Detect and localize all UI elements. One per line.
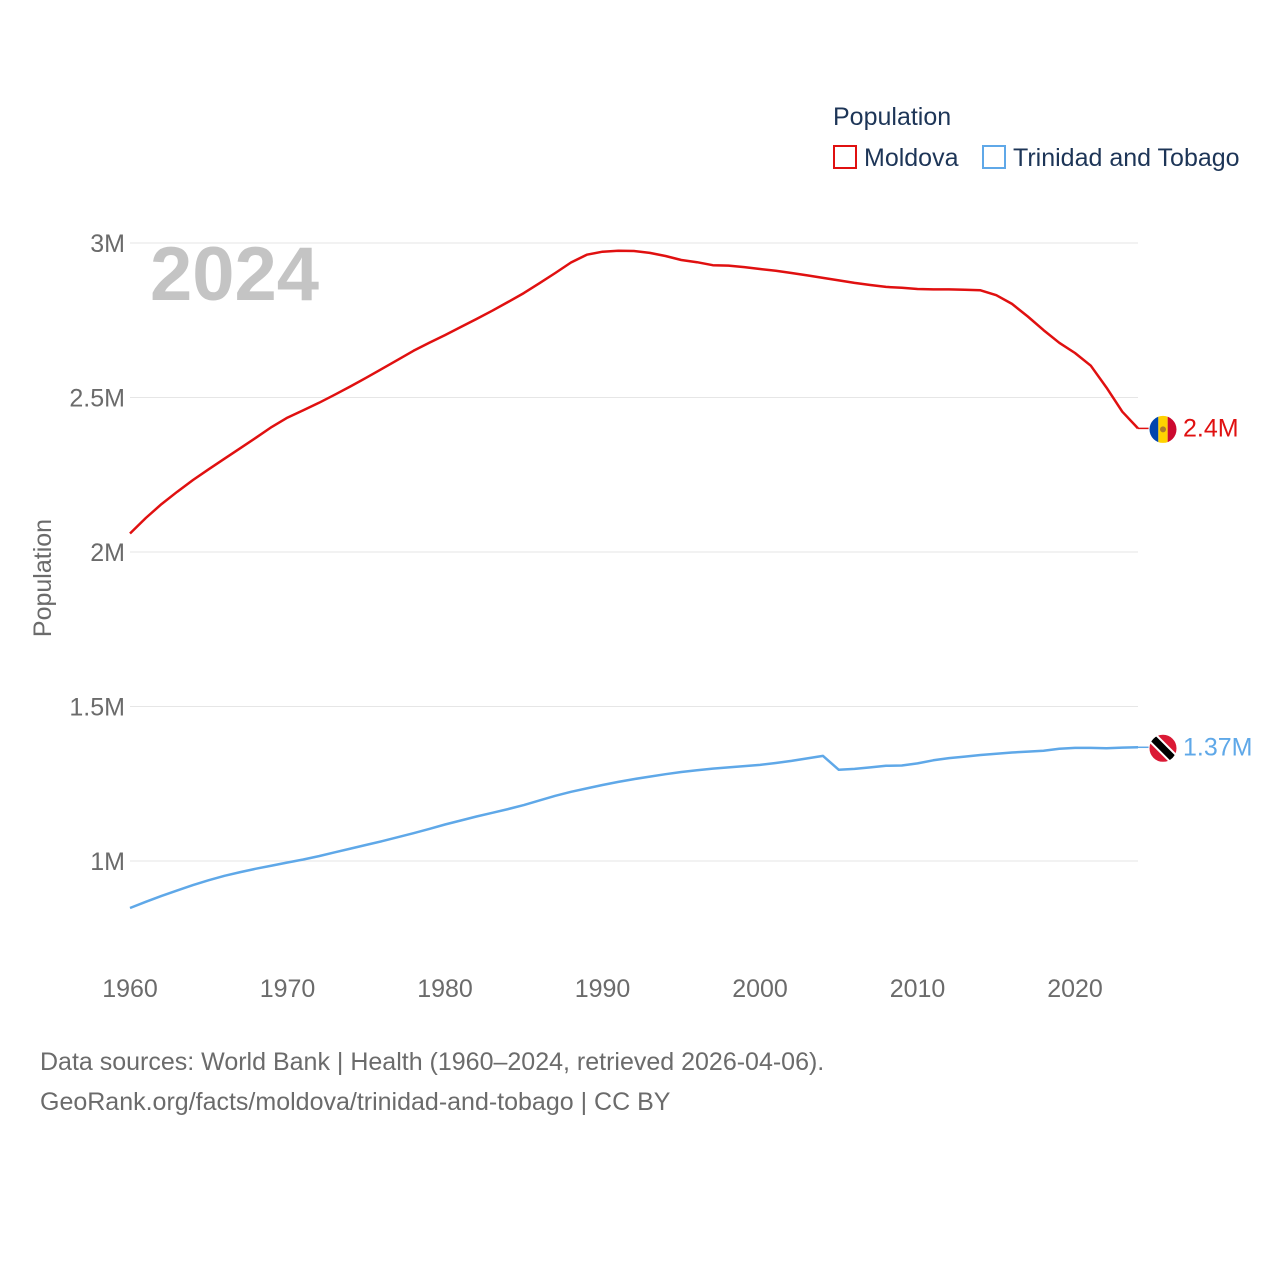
legend-item-moldova[interactable]: Moldova — [833, 144, 959, 172]
series-line-trinidad-and-tobago — [129, 746, 1139, 910]
y-axis-label: Population — [29, 519, 57, 637]
x-axis-ticks: 1960 1970 1980 1990 2000 2010 2020 — [102, 975, 1103, 1003]
flag-emblem — [1160, 426, 1166, 433]
legend-swatch-moldova — [833, 145, 857, 169]
flag-ring-moldova — [1148, 414, 1178, 444]
credit-line[interactable]: GeoRank.org/facts/moldova/trinidad-and-t… — [40, 1088, 671, 1116]
flag-ring-trinidad-and-tobago — [1148, 733, 1178, 763]
source-note: Data sources: World Bank | Health (1960–… — [40, 1042, 824, 1122]
series-line-moldova — [129, 249, 1139, 535]
legend-swatch-trinidad-and-tobago — [982, 145, 1006, 169]
x-tick-label-2000: 2000 — [732, 975, 788, 1003]
flag-stripe-black — [1149, 734, 1177, 763]
legend: Population Moldova Trinidad and Tobago — [833, 103, 1240, 172]
y-tick-label-2-5m: 2.5M — [69, 385, 125, 413]
y-tick-label-1-5m: 1.5M — [69, 694, 125, 722]
moldova-flag-icon — [1148, 414, 1178, 444]
legend-title: Population — [833, 103, 951, 131]
flag-body-moldova — [1149, 415, 1177, 444]
y-tick-label-1m: 1M — [90, 848, 125, 876]
x-tick-label-2020: 2020 — [1047, 975, 1103, 1003]
x-tick-label-1960: 1960 — [102, 975, 158, 1003]
y-tick-label-2m: 2M — [90, 539, 125, 567]
year-watermark: 2024 — [150, 232, 319, 317]
legend-item-trinidad-and-tobago[interactable]: Trinidad and Tobago — [982, 144, 1240, 172]
x-tick-label-1990: 1990 — [575, 975, 631, 1003]
legend-label-trinidad-and-tobago: Trinidad and Tobago — [1013, 144, 1240, 172]
flag-body-trinidad-and-tobago — [1149, 734, 1177, 763]
x-tick-label-1970: 1970 — [260, 975, 316, 1003]
x-tick-label-1980: 1980 — [417, 975, 473, 1003]
series-lines — [129, 249, 1139, 910]
end-label-moldova: 2.4M — [1183, 414, 1239, 442]
end-labels: 2.4M 1.37M — [1138, 414, 1252, 763]
flag-band-blue — [1149, 415, 1159, 444]
y-axis-ticks: 1M 1.5M 2M 2.5M 3M — [69, 230, 125, 876]
grid-lines — [130, 242, 1138, 862]
flag-band-red — [1167, 415, 1177, 444]
source-line: Data sources: World Bank | Health (1960–… — [40, 1048, 825, 1076]
legend-label-moldova: Moldova — [864, 144, 959, 172]
y-tick-label-3m: 3M — [90, 230, 125, 258]
trinidad-flag-icon — [1148, 733, 1178, 763]
x-tick-label-2010: 2010 — [890, 975, 946, 1003]
end-label-trinidad-and-tobago: 1.37M — [1183, 733, 1252, 761]
